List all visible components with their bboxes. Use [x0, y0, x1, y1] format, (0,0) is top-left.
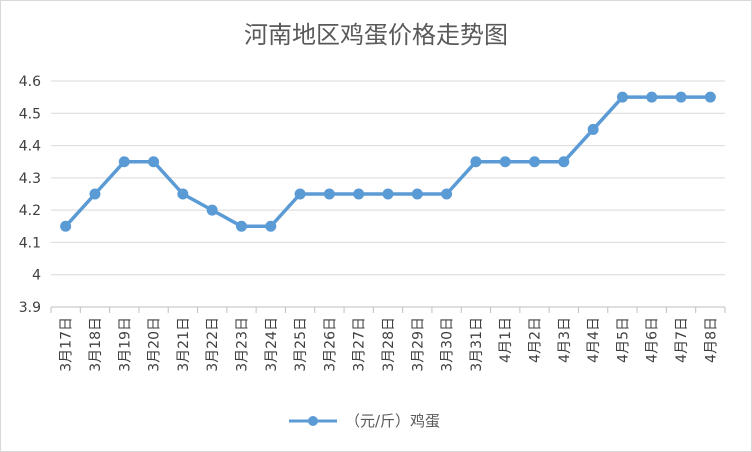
x-tick-label: 3月23日 [234, 317, 250, 372]
data-point[interactable] [148, 156, 160, 168]
y-axis-tick-labels: 3.9 4 4.1 4.2 4.3 4.4 4.5 4.6 [19, 74, 41, 316]
x-tick-label: 3月25日 [293, 317, 309, 372]
legend-label: （元/斤）鸡蛋 [345, 412, 440, 430]
data-point[interactable] [265, 220, 277, 232]
data-point[interactable] [470, 156, 482, 168]
y-tick-label: 4 [32, 268, 41, 284]
x-tick-label: 3月17日 [59, 317, 75, 372]
legend[interactable]: （元/斤）鸡蛋 [289, 412, 440, 430]
data-point[interactable] [704, 91, 716, 103]
data-point[interactable] [235, 220, 247, 232]
x-tick-label: 3月21日 [176, 317, 192, 372]
x-tick-label: 3月19日 [117, 317, 133, 372]
data-point[interactable] [294, 188, 306, 200]
x-tick-label: 3月30日 [440, 317, 456, 372]
data-point[interactable] [646, 91, 658, 103]
data-point[interactable] [60, 220, 72, 232]
x-tick-label: 3月31日 [469, 317, 485, 372]
series-line [64, 95, 711, 229]
data-point[interactable] [499, 156, 511, 168]
data-point[interactable] [411, 188, 423, 200]
data-point[interactable] [206, 204, 218, 216]
data-point[interactable] [89, 188, 101, 200]
gridlines [50, 80, 726, 313]
x-tick-label: 3月20日 [147, 317, 163, 372]
x-tick-label: 3月26日 [322, 317, 338, 372]
y-tick-label: 4.4 [19, 139, 41, 155]
legend-marker [308, 416, 318, 426]
x-tick-label: 3月27日 [352, 317, 368, 372]
x-tick-label: 3月28日 [381, 317, 397, 372]
data-point[interactable] [118, 156, 130, 168]
x-tick-label: 4月3日 [557, 317, 573, 363]
x-tick-label: 4月5日 [615, 317, 631, 363]
y-tick-label: 4.3 [19, 171, 41, 187]
x-tick-label: 4月8日 [703, 317, 719, 363]
chart-title: 河南地区鸡蛋价格走势图 [244, 21, 508, 49]
x-axis-tick-labels: 3月17日 3月18日 3月19日 3月20日 3月21日 3月22日 3月23日 3月24日… [59, 317, 720, 372]
x-tick-label: 3月24日 [264, 317, 280, 372]
y-tick-label: 4.6 [19, 74, 41, 90]
x-tick-label: 3月22日 [205, 317, 221, 372]
data-point[interactable] [323, 188, 335, 200]
y-tick-label: 4.1 [19, 235, 41, 251]
data-point[interactable] [382, 188, 394, 200]
x-tick-label: 4月1日 [498, 317, 514, 363]
data-point[interactable] [558, 156, 570, 168]
data-point[interactable] [529, 156, 541, 168]
data-point[interactable] [353, 188, 365, 200]
data-point[interactable] [441, 188, 453, 200]
data-point[interactable] [587, 123, 599, 135]
data-point[interactable] [177, 188, 189, 200]
x-tick-label: 4月2日 [528, 317, 544, 363]
series-layer [60, 91, 716, 232]
y-tick-label: 3.9 [19, 300, 41, 316]
data-point[interactable] [675, 91, 687, 103]
x-tick-label: 3月29日 [410, 317, 426, 372]
x-tick-label: 4月6日 [645, 317, 661, 363]
y-tick-label: 4.2 [19, 203, 41, 219]
x-tick-label: 3月18日 [88, 317, 104, 372]
y-tick-label: 4.5 [19, 106, 41, 122]
data-point[interactable] [616, 91, 628, 103]
x-tick-label: 4月4日 [586, 317, 602, 363]
x-tick-label: 4月7日 [674, 317, 690, 363]
